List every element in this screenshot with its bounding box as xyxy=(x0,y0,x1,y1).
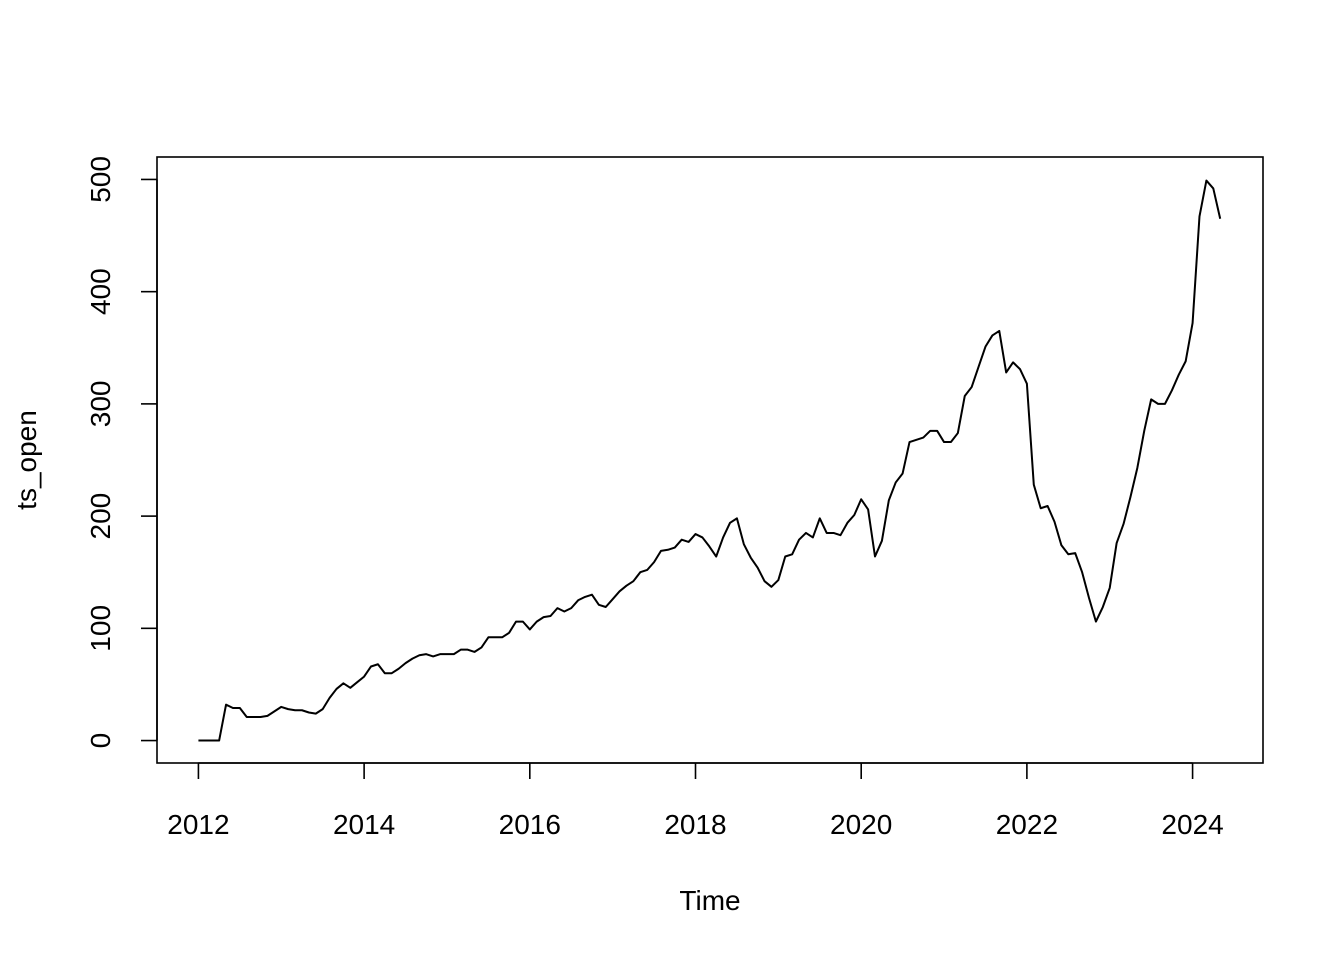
y-tick-label: 500 xyxy=(85,156,116,203)
x-tick-label: 2022 xyxy=(996,809,1058,840)
y-tick-label: 400 xyxy=(85,268,116,315)
x-tick-label: 2012 xyxy=(167,809,229,840)
x-tick-label: 2014 xyxy=(333,809,395,840)
series-line-ts_open xyxy=(198,179,1222,742)
x-tick-label: 2020 xyxy=(830,809,892,840)
x-tick-label: 2016 xyxy=(499,809,561,840)
y-tick-label: 0 xyxy=(85,733,116,749)
series-layer xyxy=(198,179,1222,742)
x-axis: 2012 2014 2016 2018 2020 2022 2024 xyxy=(167,762,1224,840)
y-tick-label: 300 xyxy=(85,381,116,428)
x-axis-label: Time xyxy=(679,885,740,916)
x-tick-label: 2024 xyxy=(1161,809,1223,840)
y-tick-label: 100 xyxy=(85,605,116,652)
y-axis-label: ts_open xyxy=(11,410,42,510)
y-axis: 0 100 200 300 400 500 xyxy=(85,156,158,749)
x-tick-label: 2018 xyxy=(664,809,726,840)
y-tick-label: 200 xyxy=(85,493,116,540)
